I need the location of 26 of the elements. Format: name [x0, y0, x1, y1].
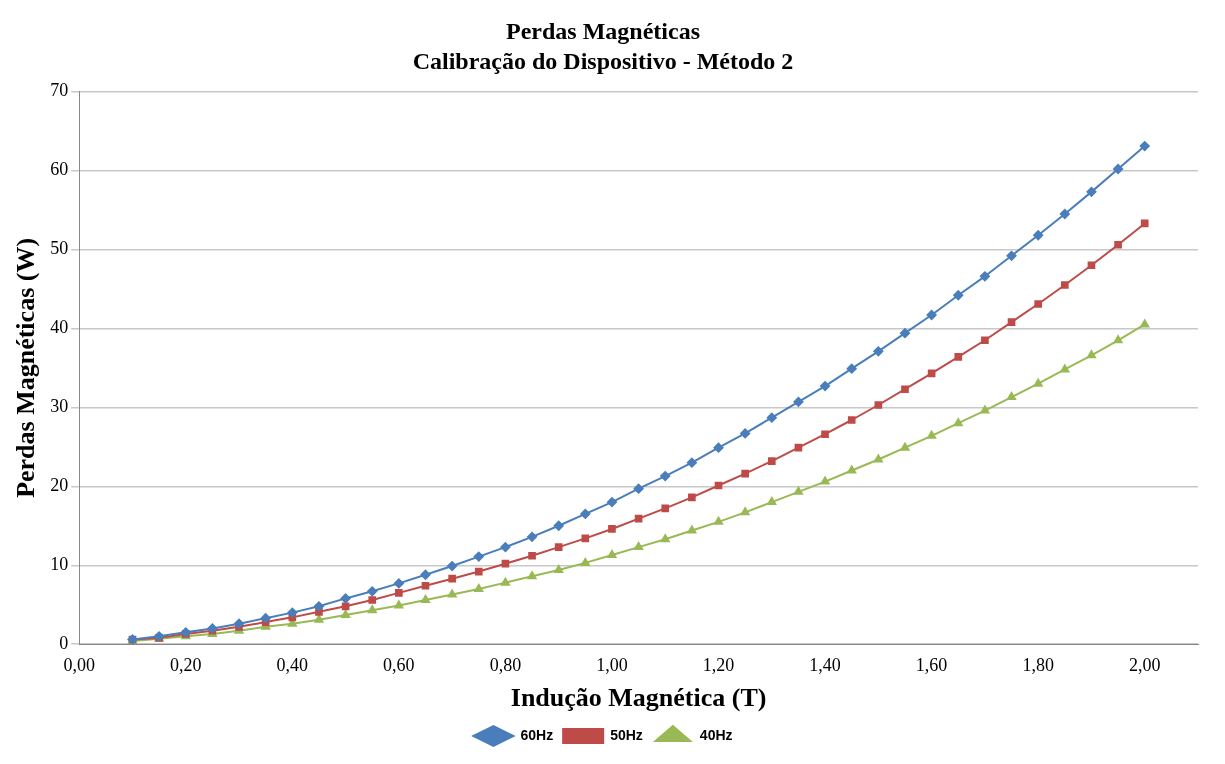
x-tick-label: 0,60	[383, 654, 415, 675]
y-tick-label: 60	[50, 159, 69, 180]
x-tick-label: 1,00	[596, 654, 628, 675]
x-tick-label: 0,00	[63, 654, 95, 675]
chart-title: Perdas Magnéticas	[506, 17, 700, 44]
y-tick-label: 30	[50, 396, 69, 417]
y-tick-label: 20	[50, 475, 69, 496]
chart-subtitle: Calibração do Dispositivo - Método 2	[412, 48, 794, 75]
x-tick-label: 0,20	[170, 654, 202, 675]
y-tick-label: 70	[50, 80, 69, 101]
x-tick-label: 0,80	[489, 654, 522, 675]
legend-label: 50Hz	[610, 726, 643, 743]
y-tick-label: 40	[50, 317, 69, 338]
x-tick-label: 0,40	[276, 654, 309, 675]
y-tick-label: 10	[50, 553, 69, 574]
x-tick-label: 1,80	[1022, 654, 1054, 675]
y-tick-label: 0	[59, 632, 69, 653]
y-tick-label: 50	[50, 238, 69, 259]
x-tick-label: 1,60	[915, 654, 948, 675]
y-axis-title: Perdas Magnéticas (W)	[11, 237, 41, 498]
legend-label: 60Hz	[520, 726, 554, 743]
legend-label: 40Hz	[699, 726, 733, 743]
x-axis-title: Indução Magnética (T)	[510, 683, 767, 713]
x-tick-label: 1,20	[702, 654, 735, 675]
x-tick-label: 1,40	[809, 654, 841, 675]
x-tick-label: 2,00	[1128, 654, 1161, 675]
